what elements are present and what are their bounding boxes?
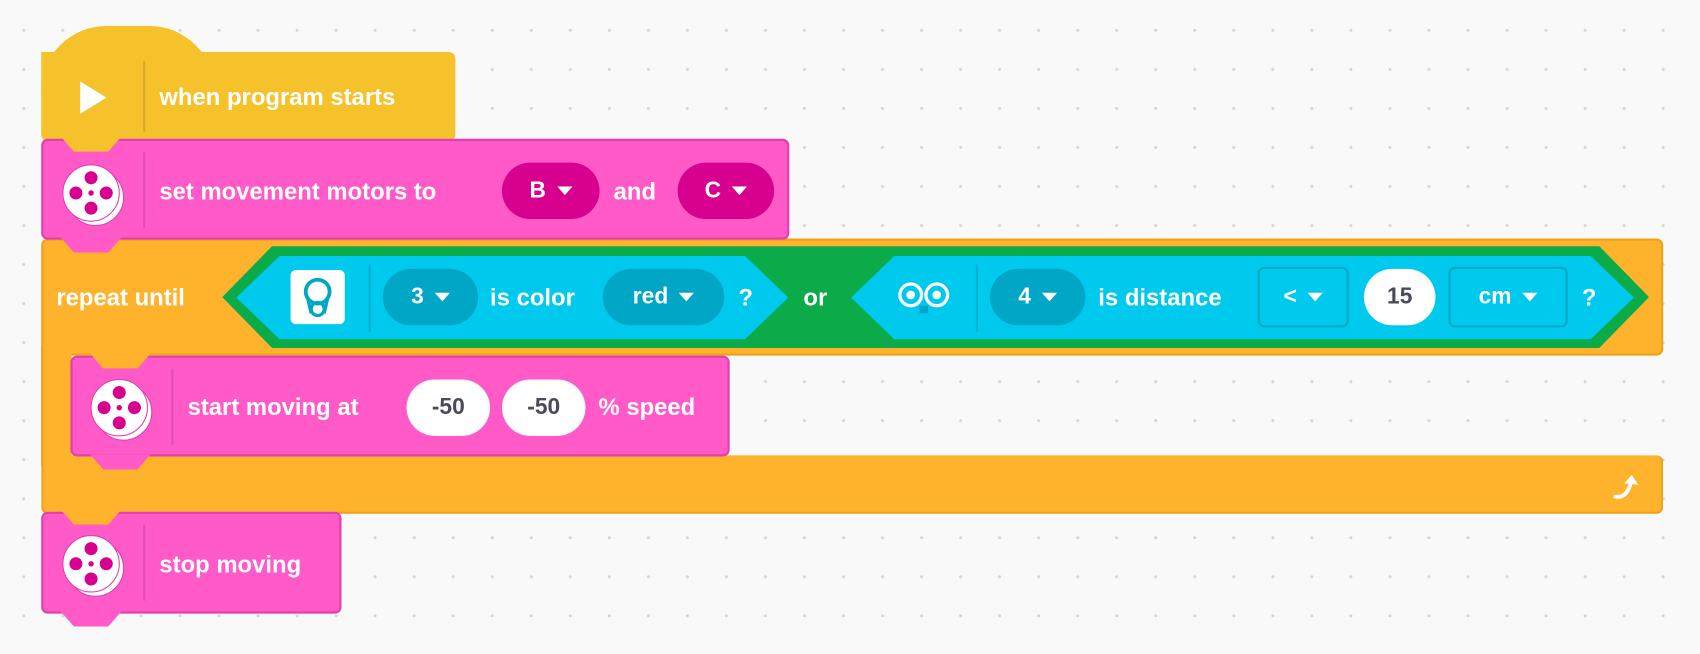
start-moving-label: start moving at <box>187 393 359 421</box>
loop-arrow-icon <box>1613 474 1639 499</box>
port-value: 4 <box>1018 284 1031 309</box>
speed-suffix-label: % speed <box>598 393 696 421</box>
color-value: red <box>632 284 669 309</box>
motor-port-2-dropdown[interactable]: C <box>677 162 775 220</box>
motor-icon <box>62 535 125 597</box>
port-value: C <box>704 177 722 203</box>
chevron-down-icon <box>1041 292 1057 302</box>
is-color-label: is color <box>490 284 575 312</box>
chevron-down-icon <box>556 186 573 196</box>
repeat-label: repeat until <box>56 284 185 312</box>
or-label: or <box>803 284 828 312</box>
unit-dropdown[interactable]: cm <box>1448 266 1568 328</box>
right-speed-value: -50 <box>527 394 561 420</box>
left-speed-input[interactable]: -50 <box>406 379 491 436</box>
hat-label: when program starts <box>159 83 396 111</box>
right-speed-input[interactable]: -50 <box>501 379 586 436</box>
motor-icon <box>90 378 153 441</box>
chevron-down-icon <box>434 292 450 302</box>
unit-value: cm <box>1478 284 1512 309</box>
set-motors-label: set movement motors to <box>159 177 437 205</box>
color-dropdown[interactable]: red <box>602 268 725 326</box>
chevron-down-icon <box>1307 292 1323 302</box>
comparison-dropdown[interactable]: < <box>1257 266 1349 328</box>
is-distance-label: is distance <box>1098 284 1222 312</box>
question-mark: ? <box>738 284 753 312</box>
color-sensor-port-dropdown[interactable]: 3 <box>382 268 479 326</box>
stop-moving-label: stop moving <box>159 550 302 578</box>
and-label: and <box>613 177 657 205</box>
operator-value: < <box>1283 284 1297 309</box>
left-speed-value: -50 <box>431 394 465 420</box>
distance-value-input[interactable]: 15 <box>1363 268 1436 326</box>
chevron-down-icon <box>1522 292 1538 302</box>
color-sensor-icon <box>290 269 345 325</box>
distance-value: 15 <box>1387 284 1413 309</box>
port-value: B <box>529 177 546 203</box>
play-icon <box>80 81 107 114</box>
distance-sensor-icon <box>898 282 950 314</box>
motor-port-1-dropdown[interactable]: B <box>501 162 600 220</box>
port-value: 3 <box>411 284 424 309</box>
distance-sensor-port-dropdown[interactable]: 4 <box>989 268 1086 326</box>
motor-icon <box>62 164 125 227</box>
chevron-down-icon <box>731 186 748 196</box>
chevron-down-icon <box>679 292 695 302</box>
question-mark: ? <box>1581 284 1597 312</box>
